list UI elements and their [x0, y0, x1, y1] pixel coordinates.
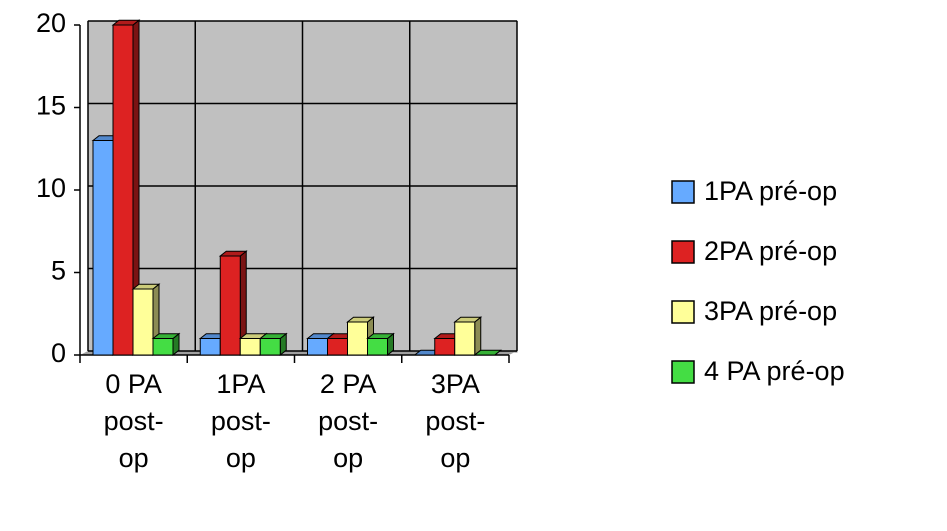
bar [219, 255, 241, 356]
x-tick-label: 1PA post-op [210, 369, 271, 473]
x-tick-label: 0 PA post-op [103, 369, 164, 473]
x-tick-label: 3PA post-op [425, 369, 486, 473]
bar-side [474, 316, 482, 357]
bar [152, 338, 174, 356]
legend-label: 3PA pré-op [704, 296, 837, 326]
legend-swatch [671, 300, 695, 324]
legend-label: 2PA pré-op [704, 236, 837, 266]
bar [259, 338, 281, 356]
bar [367, 338, 388, 356]
bar [132, 288, 154, 356]
bar [92, 140, 114, 356]
legend-label: 4 PA pré-op [704, 356, 845, 386]
y-tick-label: 5 [51, 256, 66, 286]
y-tick-label: 15 [36, 91, 66, 121]
legend-swatch [671, 240, 695, 264]
bar [327, 338, 348, 356]
bar [454, 321, 476, 356]
legend-swatch [671, 180, 695, 204]
y-tick-label: 20 [36, 8, 66, 38]
legend-swatch [671, 360, 695, 384]
bar [239, 338, 261, 356]
x-tick-label: 2 PA post-op [318, 369, 379, 473]
bar [199, 338, 221, 356]
legend-label: 1PA pré-op [704, 176, 837, 206]
bar [112, 24, 134, 356]
bar [347, 321, 368, 356]
y-tick-label: 0 [51, 338, 66, 368]
bar [307, 338, 328, 356]
y-tick-label: 10 [36, 173, 66, 203]
bar-top [473, 349, 503, 356]
plot-floor [80, 351, 517, 355]
bar [434, 338, 456, 356]
